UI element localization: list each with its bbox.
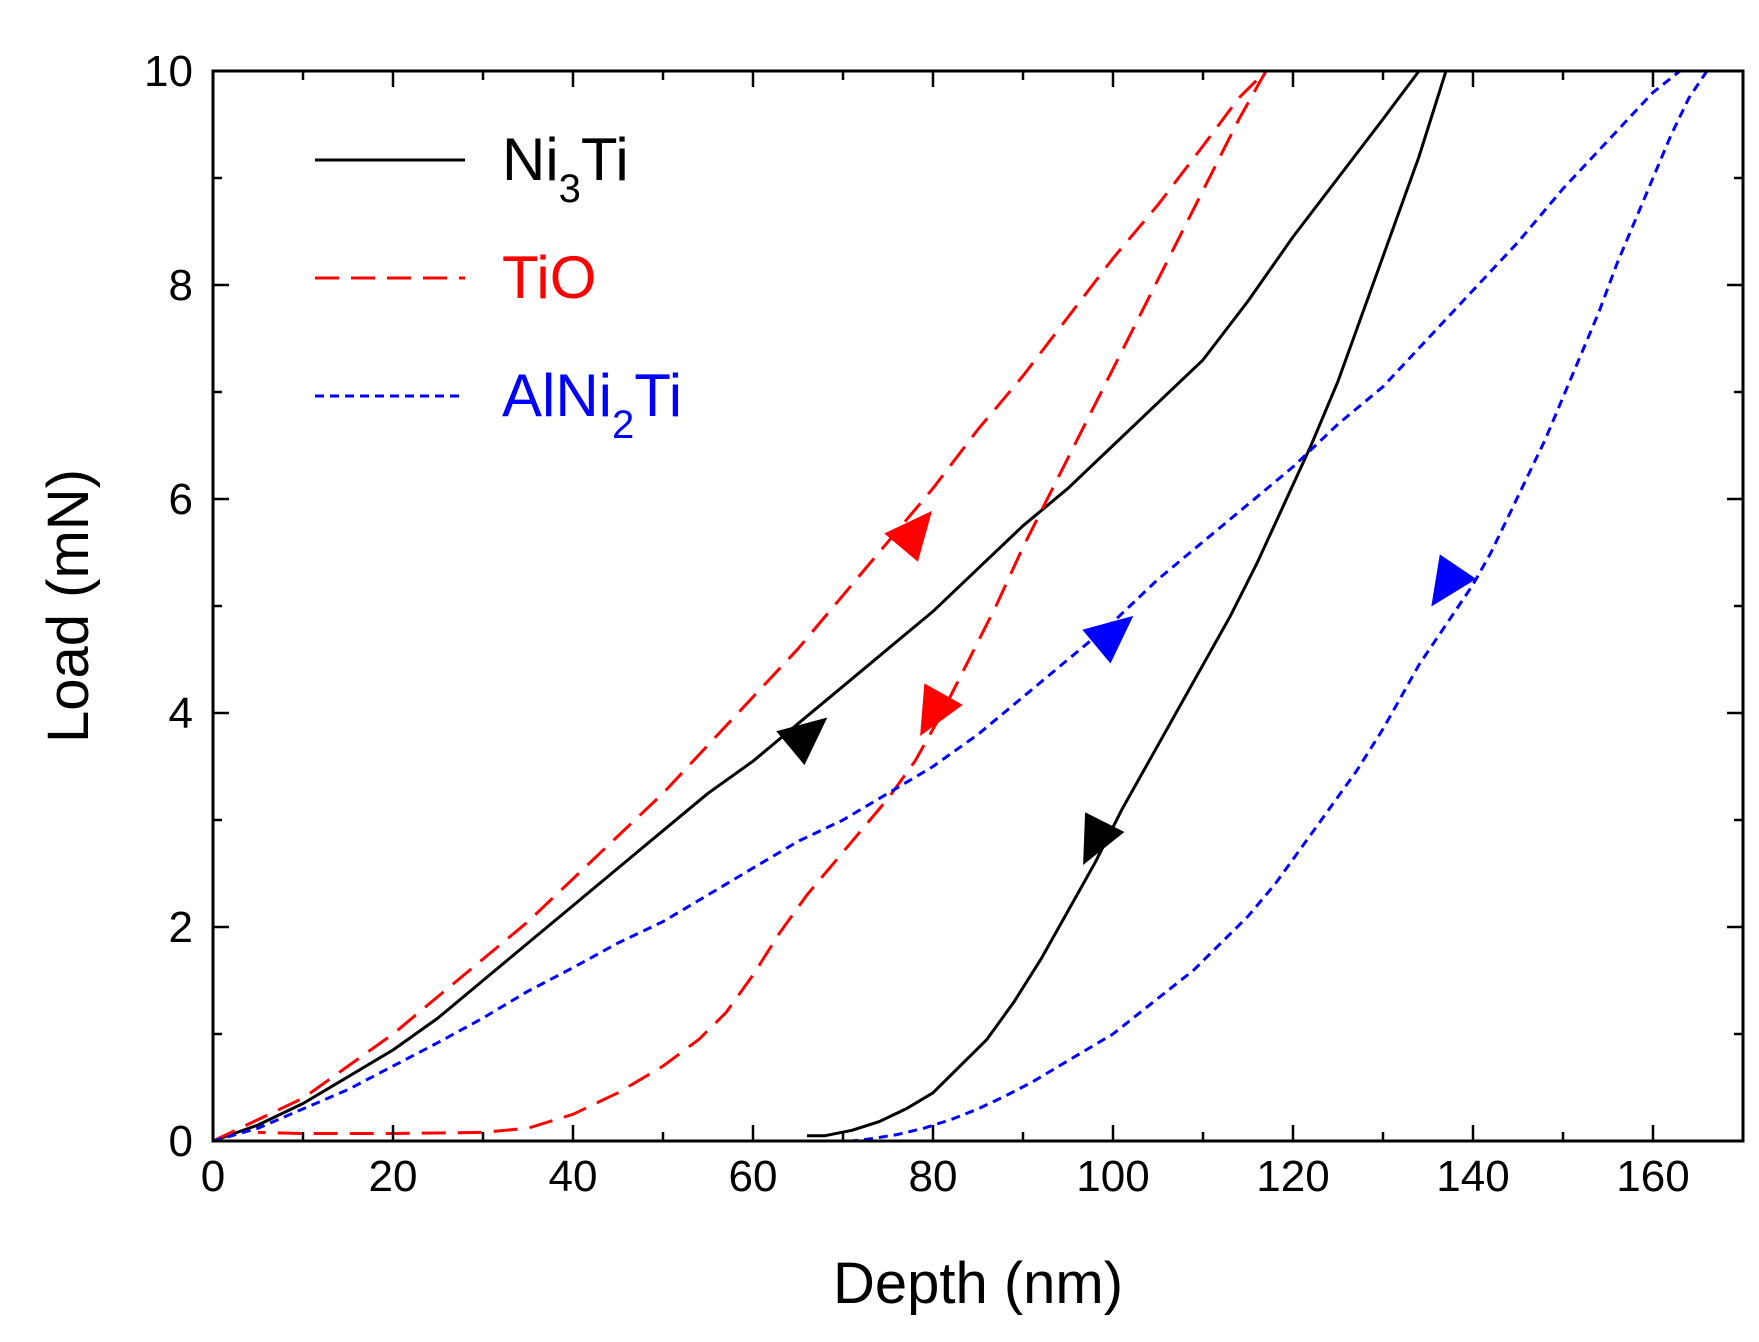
x-axis-ticks: 0 20 40 60 80 100 120 140 160	[201, 71, 1745, 1201]
series-layer	[212, 69, 1709, 1143]
y-tick-label: 2	[169, 903, 193, 952]
y-tick-label: 0	[169, 1117, 193, 1166]
y-axis-title: Load (mN)	[36, 469, 101, 743]
plot-frame	[211, 69, 1745, 1143]
y-axis-ticks: 0 2 4 6 8 10	[144, 47, 1743, 1166]
x-tick-label: 140	[1436, 1152, 1509, 1201]
legend-label-Ni3Ti: Ni3Ti	[502, 126, 629, 211]
direction-arrow-AlNi2Ti-up	[1082, 615, 1134, 664]
series-line-AlNi2Ti-unloading	[851, 70, 1709, 1143]
arrow-layer	[776, 510, 1477, 865]
x-tick-label: 20	[369, 1152, 418, 1201]
series-line-TiO-unloading	[257, 70, 1268, 1135]
series-line-TiO-loading	[212, 69, 1268, 1143]
y-tick-label: 10	[144, 47, 193, 96]
direction-arrow-TiO-down	[920, 683, 963, 736]
x-axis-title: Depth (nm)	[833, 1251, 1123, 1316]
x-tick-label: 120	[1256, 1152, 1329, 1201]
x-tick-label: 80	[909, 1152, 958, 1201]
y-tick-label: 8	[169, 261, 193, 310]
direction-arrow-Ni3Ti-down	[1083, 812, 1125, 865]
legend-label-TiO: TiO	[502, 244, 596, 311]
y-tick-label: 4	[169, 689, 193, 738]
x-tick-label: 100	[1076, 1152, 1149, 1201]
direction-arrow-AlNi2Ti-down	[1431, 554, 1477, 607]
x-tick-label: 60	[729, 1152, 778, 1201]
legend: Ni3Ti TiO AlNi2Ti	[315, 126, 682, 447]
series-line-Ni3Ti-unloading	[807, 70, 1448, 1138]
direction-arrow-Ni3Ti-up	[776, 717, 828, 766]
direction-arrow-TiO-up	[884, 510, 932, 562]
series-line-Ni3Ti-loading	[212, 69, 1446, 1143]
x-tick-label: 0	[201, 1152, 225, 1201]
legend-label-AlNi2Ti: AlNi2Ti	[502, 362, 682, 447]
y-tick-label: 6	[169, 475, 193, 524]
x-tick-label: 160	[1616, 1152, 1689, 1201]
x-tick-label: 40	[549, 1152, 598, 1201]
series-line-AlNi2Ti-loading	[212, 69, 1707, 1143]
